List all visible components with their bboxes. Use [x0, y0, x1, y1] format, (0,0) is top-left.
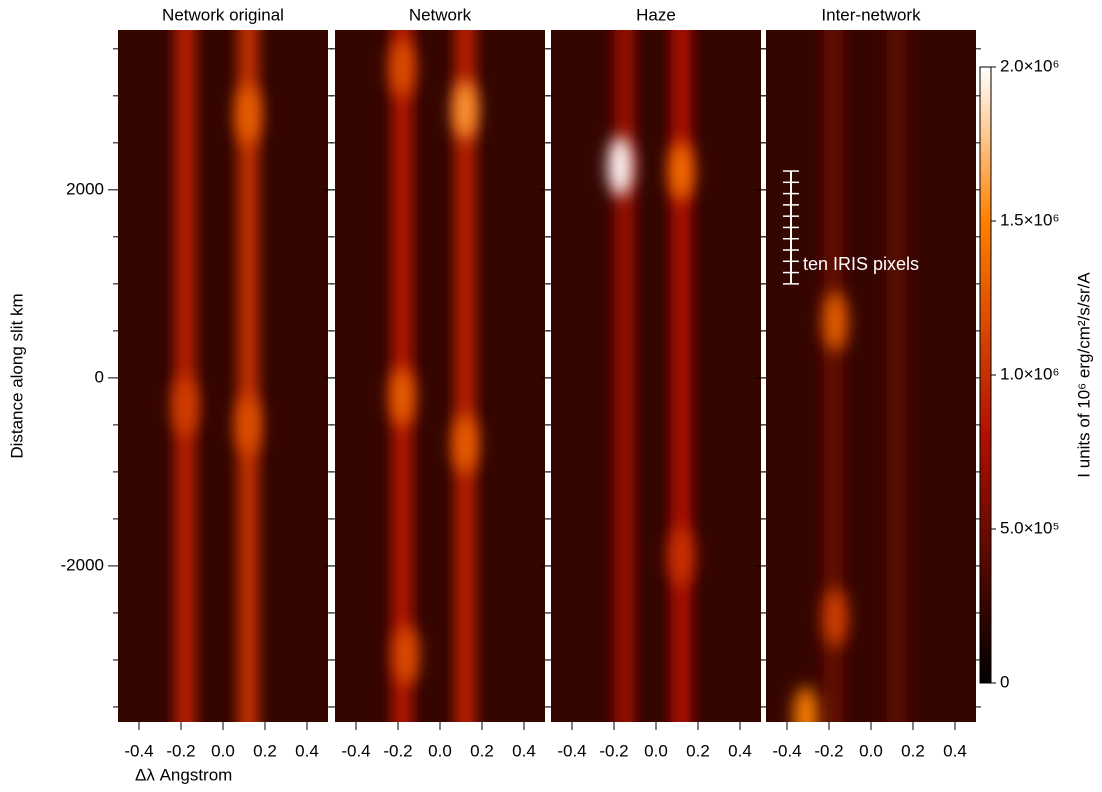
x-tick-label: -0.4 [124, 741, 153, 760]
panel-title: Inter-network [821, 5, 921, 24]
x-tick-label: 0.2 [901, 741, 925, 760]
panel-background [766, 30, 976, 722]
x-tick-label: 0.0 [859, 741, 883, 760]
bright-feature [453, 413, 478, 474]
heatmap-panel [551, 30, 761, 722]
x-axis-label: Δλ Angstrom [135, 765, 232, 784]
panel-title: Network original [162, 5, 284, 24]
x-tick-label: -0.4 [341, 741, 370, 760]
x-tick-label: -0.2 [814, 741, 843, 760]
x-tick-label: 0.2 [470, 741, 494, 760]
x-tick-label: 0.4 [512, 741, 536, 760]
panel-title: Network [409, 5, 472, 24]
heatmap-panel [118, 30, 328, 722]
colorbar-tick-label: 1.5×10⁶ [1000, 210, 1059, 229]
emission-streak [671, 30, 692, 722]
bright-feature [173, 376, 198, 437]
bright-feature [236, 394, 261, 455]
emission-streak [823, 30, 844, 722]
x-tick-label: -0.2 [599, 741, 628, 760]
colorbar-tick-label: 2.0×10⁶ [1000, 56, 1059, 75]
bright-feature [669, 526, 694, 587]
x-tick-label: 0.0 [644, 741, 668, 760]
x-tick-label: 0.2 [686, 741, 710, 760]
bright-feature [669, 141, 694, 202]
x-tick-label: -0.4 [557, 741, 586, 760]
y-tick-label: 0 [95, 367, 104, 386]
heatmap-panel [335, 30, 545, 722]
panel-background [335, 30, 545, 722]
bright-feature [390, 37, 415, 98]
bright-feature [236, 84, 261, 145]
colorbar-tick-label: 5.0×10⁵ [1000, 518, 1060, 537]
x-tick-label: 0.0 [211, 741, 235, 760]
bright-feature [453, 79, 478, 140]
panel-content [608, 30, 694, 722]
bright-feature [390, 366, 415, 427]
x-tick-label: 0.2 [253, 741, 277, 760]
bright-feature [823, 587, 848, 648]
x-tick-label: 0.4 [295, 741, 319, 760]
y-tick-label: 2000 [66, 179, 104, 198]
panel-background [118, 30, 328, 722]
y-tick-label: -2000 [61, 555, 104, 574]
x-tick-label: 0.4 [728, 741, 752, 760]
x-tick-label: 0.4 [943, 741, 967, 760]
panel-content [390, 30, 478, 722]
y-axis-label: Distance along slit km [7, 293, 26, 458]
panel-title: Haze [636, 5, 676, 24]
annotation: ten IRIS pixels [803, 254, 919, 274]
x-tick-label: -0.4 [772, 741, 801, 760]
bright-feature [394, 625, 419, 686]
colorbar [979, 66, 992, 684]
x-tick-label: -0.2 [383, 741, 412, 760]
bright-feature [823, 291, 848, 352]
emission-streak [175, 30, 196, 722]
panel-content [173, 30, 261, 722]
bright-feature [793, 686, 818, 722]
emission-streak [238, 30, 259, 722]
x-tick-label: 0.0 [428, 741, 452, 760]
panel-background [551, 30, 761, 722]
emission-streak [614, 30, 635, 722]
bright-feature [608, 136, 633, 197]
colorbar-tick-label: 1.0×10⁶ [1000, 364, 1059, 383]
colorbar-tick-label: 0 [1000, 672, 1009, 691]
emission-streak [886, 30, 907, 722]
colorbar-label: I units of 10⁶ erg/cm²/s/sr/A [1074, 272, 1093, 478]
heatmap-panel [766, 30, 976, 722]
emission-streak [455, 30, 476, 722]
panel-content [793, 30, 907, 722]
x-tick-label: -0.2 [166, 741, 195, 760]
